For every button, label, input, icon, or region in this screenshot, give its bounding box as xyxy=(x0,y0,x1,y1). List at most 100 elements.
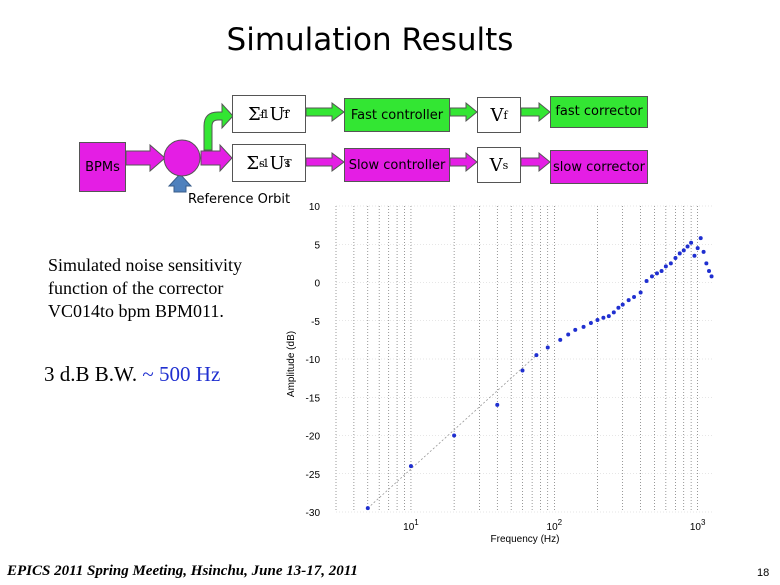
arrow-vs-to-slow-corrector xyxy=(520,151,551,173)
slow-matrix-u-sup: T xyxy=(284,156,292,170)
fast-corrector-label: fast corrector xyxy=(555,104,643,119)
data-point xyxy=(601,315,606,320)
data-point xyxy=(698,236,703,241)
y-tick-label: 5 xyxy=(314,240,320,251)
fast-matrix-sigma-sup: -1 xyxy=(258,107,270,121)
chart-grid xyxy=(335,205,714,513)
y-tick-label: -5 xyxy=(311,317,320,328)
chart-series-points xyxy=(365,236,714,511)
slow-matrix-u-sub: s xyxy=(284,156,291,170)
data-point xyxy=(452,433,457,438)
slow-corrector-label: slow corrector xyxy=(553,159,645,175)
fast-controller-label: Fast controller xyxy=(350,107,444,123)
vf-sub: f xyxy=(503,108,508,122)
data-point xyxy=(668,261,673,266)
data-point xyxy=(689,240,694,245)
description-line-3: VC014to bpm BPM011. xyxy=(48,301,224,321)
y-tick-label: -15 xyxy=(306,393,321,404)
y-tick-label: -30 xyxy=(306,508,321,519)
arrow-vf-to-fast-corrector xyxy=(520,101,551,123)
y-tick-label: 0 xyxy=(314,279,320,290)
x-tick-label: 101 xyxy=(403,518,419,533)
data-point xyxy=(701,249,706,254)
data-point xyxy=(638,290,643,295)
description-line-1: Simulated noise sensitivity xyxy=(48,255,242,275)
data-point xyxy=(673,256,678,261)
data-point xyxy=(520,368,525,373)
vs-label: V xyxy=(489,154,503,176)
arrow-fast-matrix-to-controller xyxy=(305,102,345,122)
x-tick-label: 102 xyxy=(547,518,563,533)
data-point xyxy=(659,269,664,274)
data-point xyxy=(611,310,616,315)
chart-x-axis-label: Frequency (Hz) xyxy=(491,534,560,545)
slow-matrix-sigma-sup: -1 xyxy=(258,156,270,170)
data-point xyxy=(644,278,649,283)
data-point xyxy=(677,251,682,256)
chart-x-ticks: 101 102 103 xyxy=(403,518,706,533)
data-point xyxy=(626,298,631,303)
fast-matrix-u-sup: T xyxy=(282,107,291,121)
data-point xyxy=(709,274,714,279)
arrow-sum-to-fast-matrix xyxy=(203,102,234,151)
data-point xyxy=(588,321,593,326)
fast-corrector-block: fast corrector xyxy=(550,96,648,128)
y-tick-label: -20 xyxy=(306,432,321,443)
description-text: Simulated noise sensitivity function of … xyxy=(48,254,242,323)
data-point xyxy=(534,353,539,358)
bandwidth-value: ~ 500 Hz xyxy=(142,362,221,386)
data-point xyxy=(654,271,659,276)
data-point xyxy=(704,261,709,266)
noise-sensitivity-chart: 10 5 0 -5 -10 -15 -20 -25 -30 101 102 103 Amplitud… xyxy=(286,202,714,545)
data-point xyxy=(685,244,690,249)
description-line-2: function of the corrector xyxy=(48,278,224,298)
fast-matrix-u-sub: f xyxy=(284,107,289,121)
slow-matrix-sigma-sub: s xyxy=(259,156,265,170)
data-point xyxy=(606,314,611,319)
y-tick-label: -25 xyxy=(306,470,321,481)
y-tick-label: -10 xyxy=(306,355,321,366)
data-point xyxy=(692,253,697,258)
bandwidth-text: 3 d.B B.W. ~ 500 Hz xyxy=(44,362,220,387)
data-point xyxy=(581,324,586,329)
slow-matrix-u: U xyxy=(269,152,285,174)
data-point xyxy=(707,269,712,274)
slow-controller-label: Slow controller xyxy=(348,157,446,173)
page-number: 18 xyxy=(757,567,770,579)
data-point xyxy=(365,506,370,511)
slide-title: Simulation Results xyxy=(226,22,514,58)
data-point xyxy=(566,332,571,337)
slow-matrix-sigma: Σ xyxy=(246,152,260,174)
arrow-slow-matrix-to-controller xyxy=(305,152,345,172)
data-point xyxy=(573,327,578,332)
data-point xyxy=(681,248,686,253)
data-point xyxy=(649,274,654,279)
fast-matrix-u: U xyxy=(269,103,285,125)
bandwidth-label: 3 d.B B.W. xyxy=(44,362,143,386)
chart-trend-line xyxy=(367,354,537,509)
data-point xyxy=(408,464,413,469)
footer-text: EPICS 2011 Spring Meeting, Hsinchu, June… xyxy=(7,563,358,579)
fast-matrix-sigma-sub: f xyxy=(260,107,265,121)
slow-corrector-block: slow corrector xyxy=(550,150,648,184)
fast-matrix-sigma: Σ xyxy=(247,103,261,125)
data-point xyxy=(545,345,550,350)
data-point xyxy=(632,295,637,300)
data-point xyxy=(695,246,700,251)
arrow-sum-to-slow-matrix xyxy=(200,143,233,173)
chart-y-axis-label: Amplitude (dB) xyxy=(286,331,297,397)
arrow-bpms-to-sum xyxy=(125,143,166,173)
arrow-slow-controller-to-vs xyxy=(449,151,478,173)
data-point xyxy=(663,264,668,269)
arrow-reference-orbit xyxy=(167,173,193,193)
summing-junction xyxy=(163,139,201,177)
slow-controller-block: Slow controller xyxy=(344,148,450,182)
arrow-fast-controller-to-vf xyxy=(449,101,478,123)
data-point xyxy=(495,402,500,407)
vs-sub: s xyxy=(502,158,509,172)
